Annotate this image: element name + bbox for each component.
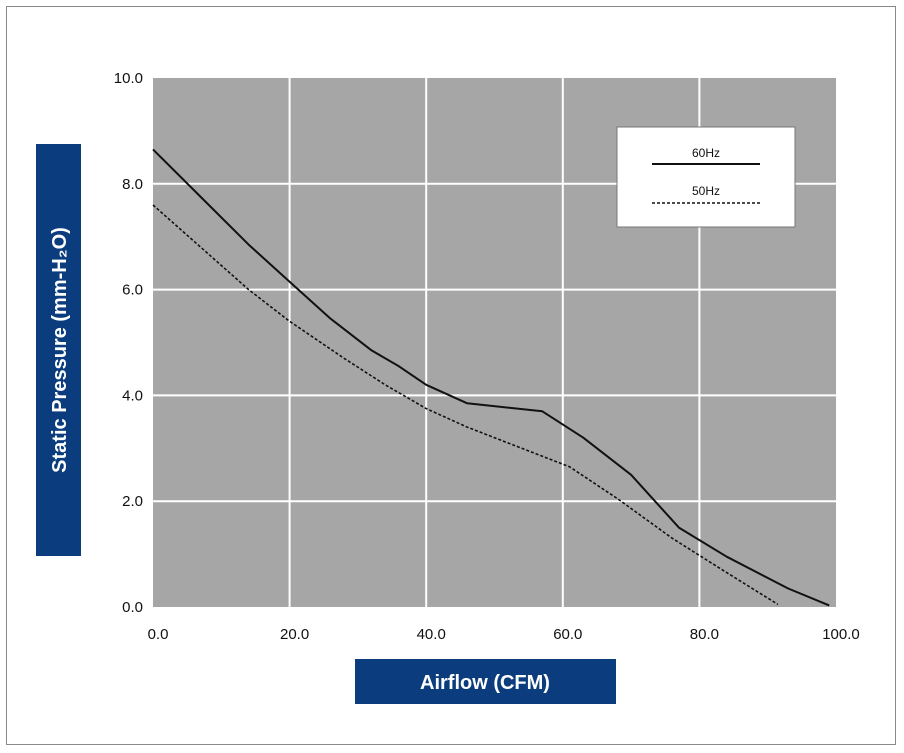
x-tick-label: 80.0 xyxy=(690,626,719,643)
legend: 60Hz 50Hz xyxy=(616,126,796,228)
legend-label-60hz: 60Hz xyxy=(692,146,720,160)
x-axis-title-text: Airflow (CFM) xyxy=(420,672,550,694)
y-tick-label: 8.0 xyxy=(122,176,143,193)
y-axis-title-box xyxy=(36,144,81,556)
x-tick-label: 40.0 xyxy=(417,626,446,643)
y-tick-label: 0.0 xyxy=(122,599,143,616)
x-axis-title: Airflow (CFM) xyxy=(355,659,616,704)
y-tick-label: 10.0 xyxy=(114,70,143,87)
y-tick-labels: 0.0 2.0 4.0 6.0 8.0 10.0 xyxy=(114,70,143,616)
legend-box xyxy=(616,126,796,228)
y-axis-title-text: Static Pressure (mm-H₂O) xyxy=(49,227,71,473)
x-tick-label: 20.0 xyxy=(280,626,309,643)
y-tick-label: 6.0 xyxy=(122,282,143,299)
x-tick-label: 60.0 xyxy=(553,626,582,643)
x-tick-label: 100.0 xyxy=(822,626,860,643)
series-line-50hz xyxy=(152,204,779,606)
x-tick-labels: 0.0 20.0 40.0 60.0 80.0 100.0 xyxy=(148,626,860,643)
y-axis-title: Static Pressure (mm-H₂O) xyxy=(36,144,81,556)
legend-label-50hz: 50Hz xyxy=(692,184,720,198)
y-tick-label: 4.0 xyxy=(122,387,143,404)
series-lines xyxy=(152,148,830,607)
x-axis-title-box xyxy=(355,659,616,704)
y-tick-label: 2.0 xyxy=(122,493,143,510)
x-tick-label: 0.0 xyxy=(148,626,169,643)
series-line-60hz xyxy=(152,148,830,607)
grid xyxy=(153,78,836,607)
